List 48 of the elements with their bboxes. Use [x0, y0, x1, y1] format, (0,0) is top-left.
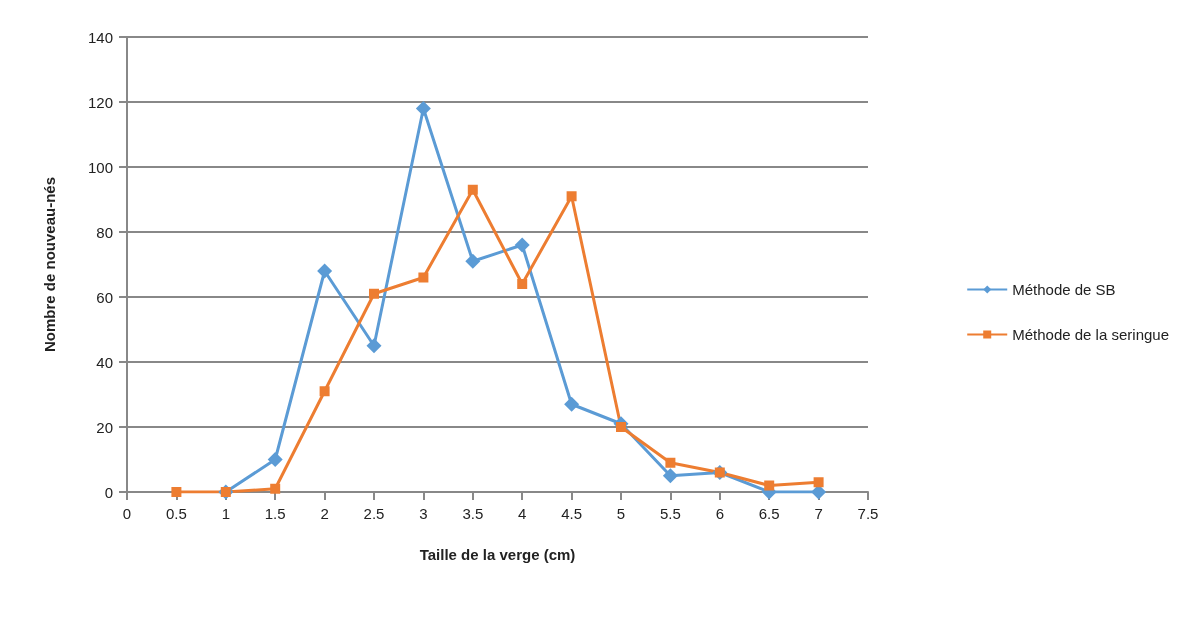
x-tick-label: 5 — [616, 505, 626, 522]
x-tick-label: 0 — [122, 505, 132, 522]
point — [366, 338, 382, 354]
y-tick-label: 120 — [87, 93, 113, 111]
x-tick-label: 6.5 — [758, 505, 780, 522]
point — [616, 422, 626, 432]
x-tick-label: 3 — [419, 505, 428, 522]
x-tick-label: 5.5 — [659, 505, 681, 522]
y-tick-label: 20 — [96, 418, 113, 436]
x-tick-label: 4 — [518, 505, 527, 522]
point — [566, 191, 577, 202]
y-axis-title: Nombre de nouveau-nés — [41, 176, 58, 353]
point — [270, 483, 281, 494]
x-tick-label: 7.5 — [857, 505, 879, 522]
point — [369, 288, 379, 299]
point — [764, 480, 775, 491]
point — [514, 237, 530, 253]
legend-label: Méthode de la seringue — [1012, 326, 1170, 343]
point — [465, 253, 481, 269]
x-tick-label: 2.5 — [363, 505, 385, 522]
y-tick-label: 80 — [96, 223, 113, 241]
y-tick-label: 140 — [87, 28, 113, 46]
point — [517, 279, 528, 289]
point — [813, 477, 824, 488]
point — [418, 272, 429, 283]
y-tick-label: 0 — [104, 483, 113, 501]
x-axis-title: Taille de la verge (cm) — [419, 546, 576, 563]
x-tick-label: 1.5 — [264, 505, 286, 522]
point — [467, 184, 478, 195]
point — [415, 101, 431, 116]
point — [564, 396, 580, 412]
x-tick-label: 7 — [814, 505, 823, 522]
x-tick-label: 1 — [221, 505, 230, 522]
x-tick-label: 2 — [320, 505, 329, 522]
point — [317, 263, 333, 279]
y-tick-label: 40 — [96, 353, 113, 371]
y-tick-label: 60 — [96, 288, 113, 306]
x-tick-label: 0.5 — [165, 505, 187, 522]
x-tick-label: 3.5 — [462, 505, 484, 522]
point — [665, 457, 676, 468]
y-tick-label: 100 — [87, 158, 113, 176]
point — [267, 452, 283, 467]
legend-label: Méthode de SB — [1012, 281, 1116, 298]
x-tick-label: 4.5 — [561, 505, 583, 522]
point — [319, 386, 330, 397]
point — [662, 468, 678, 484]
point — [171, 487, 182, 497]
x-tick-label: 6 — [715, 505, 724, 522]
